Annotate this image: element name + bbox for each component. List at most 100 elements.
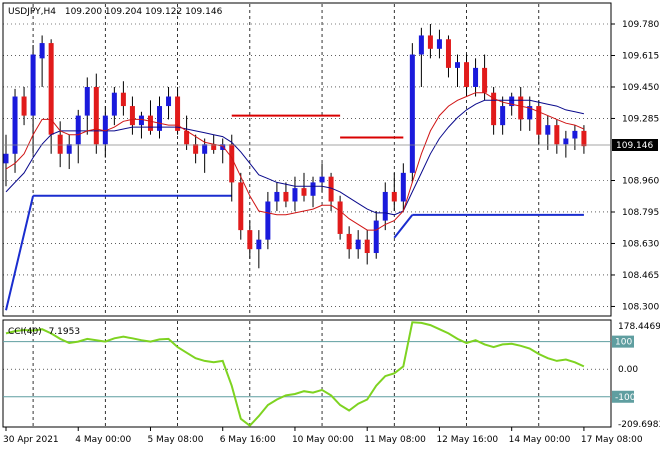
bearish-candle: [445, 39, 451, 68]
ohlc-values: 109.200 109.204 109.122 109.146: [65, 7, 223, 17]
current-price-label: 109.146: [616, 141, 653, 151]
indicator-axis-label: 100: [615, 338, 632, 348]
bearish-candle: [581, 130, 587, 147]
cci-level-tag: [612, 335, 634, 348]
support-level-line: [393, 214, 414, 239]
bearish-candle: [21, 96, 27, 116]
price-axis-label: 109.615: [622, 51, 659, 61]
bearish-candle: [346, 233, 352, 250]
price-axis-label: 108.465: [622, 271, 659, 281]
bearish-candle: [518, 96, 524, 120]
bullish-candle: [256, 239, 262, 250]
time-axis-label: 17 May 08:00: [581, 435, 643, 445]
bearish-candle: [129, 106, 135, 126]
time-axis-label: 5 May 08:00: [147, 435, 203, 445]
bearish-candle: [93, 86, 99, 145]
bullish-candle: [138, 115, 144, 126]
bearish-candle: [464, 62, 470, 87]
price-axis-label: 109.450: [622, 83, 659, 93]
bullish-candle: [30, 54, 36, 116]
bullish-candle: [310, 182, 316, 196]
bullish-candle: [319, 176, 325, 183]
bullish-candle: [202, 144, 208, 154]
indicator-panel-frame: [2, 319, 612, 428]
bearish-candle: [147, 115, 153, 131]
bullish-candle: [382, 191, 388, 221]
main-panel-frame: [2, 2, 612, 317]
grid: [3, 4, 611, 426]
cci-level-tag: [612, 390, 634, 403]
price-axis-label: 108.795: [622, 208, 659, 218]
bearish-candle: [211, 144, 217, 150]
bullish-candle: [265, 201, 271, 240]
bearish-candle: [193, 144, 199, 154]
bullish-candle: [157, 106, 163, 131]
bullish-candle: [409, 54, 415, 173]
bullish-candle: [39, 43, 45, 59]
bearish-candle: [283, 191, 289, 202]
bearish-candle: [57, 134, 63, 154]
bullish-candle: [84, 86, 90, 116]
bearish-candle: [247, 230, 253, 250]
bullish-candle: [436, 39, 442, 49]
indicator-axis-labels: 178.4469 100 0.00 -100 -209.6983: [612, 322, 660, 430]
price-axis-label: 108.300: [622, 302, 659, 312]
moving-averages: [5, 92, 585, 231]
bullish-candle: [75, 115, 81, 145]
current-price-tag: [612, 139, 658, 151]
price-axis-label: 108.960: [622, 176, 659, 186]
bearish-candle: [229, 144, 235, 183]
bullish-candle: [473, 67, 479, 87]
time-axis-label: 12 May 16:00: [436, 435, 498, 445]
indicator-axis-label: 178.4469: [618, 322, 660, 332]
bullish-candle: [292, 188, 298, 202]
fast-moving-average: [5, 92, 585, 231]
indicator-value: 7.1953: [49, 327, 81, 337]
indicator-axis-label: -209.6983: [618, 420, 660, 430]
svg-text:USDJPY,H4 109.200 109.20: USDJPY,H4 109.200 109.204 109.122 109.14…: [8, 7, 223, 17]
price-axis-label: 109.780: [622, 20, 659, 30]
bearish-candle: [491, 92, 497, 126]
bullish-candle: [563, 138, 569, 145]
bullish-candle: [166, 96, 172, 107]
bullish-candle: [500, 106, 506, 126]
price-axis-label: 109.285: [622, 114, 659, 124]
bearish-candle: [337, 201, 343, 234]
bullish-candle: [220, 144, 226, 150]
bullish-candle: [111, 92, 117, 116]
bearish-candle: [391, 191, 397, 202]
price-axis-labels: 109.780 109.615 109.450 109.285 108.960 108.7…: [611, 20, 659, 312]
bullish-candle: [274, 191, 280, 202]
bearish-candle: [301, 188, 307, 196]
bullish-candle: [355, 239, 361, 250]
bearish-candle: [427, 35, 433, 49]
bearish-candle: [184, 130, 190, 145]
bearish-candle: [482, 67, 488, 93]
indicator-axis-label: -100: [615, 393, 636, 403]
bullish-candle: [527, 106, 533, 120]
bearish-candle: [536, 106, 542, 135]
slow-moving-average: [5, 99, 585, 216]
bullish-candle: [545, 125, 551, 135]
time-axis-label: 30 Apr 2021: [3, 435, 59, 445]
cci-series-line: [5, 321, 585, 428]
indicator-name: CCI(40): [8, 327, 42, 337]
cci-line: [5, 321, 585, 428]
candles: [3, 23, 587, 269]
bullish-candle: [102, 115, 108, 145]
bearish-candle: [328, 176, 334, 202]
support-level-line: [5, 195, 35, 311]
symbol-timeframe: USDJPY,H4: [8, 7, 56, 17]
bullish-candle: [418, 35, 424, 55]
bullish-candle: [509, 96, 515, 107]
bearish-candle: [554, 125, 560, 145]
bullish-candle: [572, 130, 578, 139]
time-axis-label: 10 May 00:00: [292, 435, 354, 445]
time-axis-label: 6 May 16:00: [220, 435, 276, 445]
time-axis-label: 11 May 08:00: [364, 435, 426, 445]
bearish-candle: [120, 92, 126, 107]
time-axis-labels: 30 Apr 2021 4 May 00:00 5 May 08:00 6 May 1…: [3, 427, 643, 445]
bullish-candle: [400, 172, 406, 202]
